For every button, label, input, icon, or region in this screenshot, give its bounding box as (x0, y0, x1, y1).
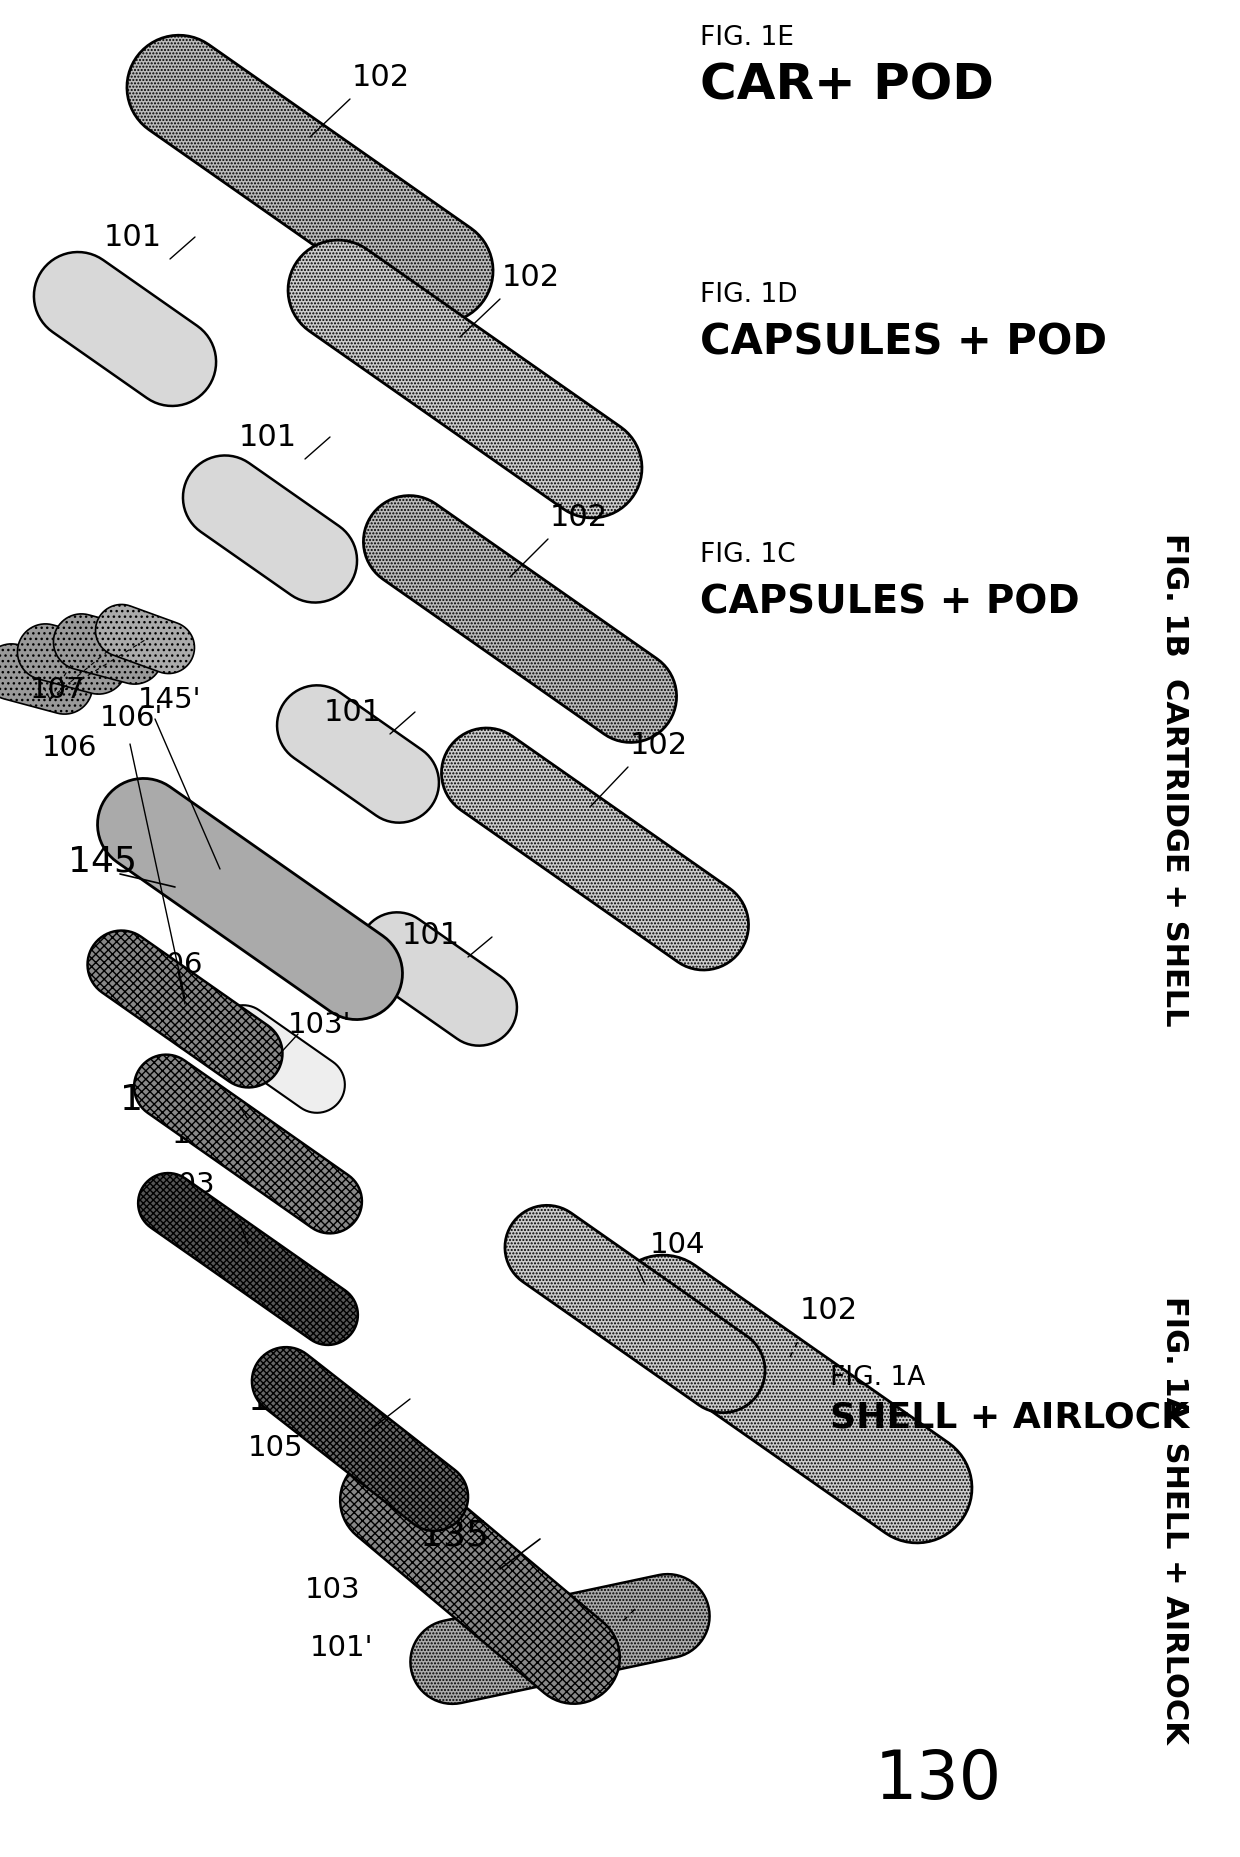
Polygon shape (138, 1174, 358, 1344)
Text: 101': 101' (310, 1632, 373, 1662)
Polygon shape (505, 1205, 765, 1413)
Text: 101: 101 (104, 223, 162, 253)
Polygon shape (340, 1454, 620, 1703)
Text: CAR+ POD: CAR+ POD (701, 61, 994, 110)
Text: FIG. 1A: FIG. 1A (830, 1365, 925, 1391)
Polygon shape (363, 496, 677, 743)
Text: 102: 102 (352, 63, 410, 93)
Text: 104: 104 (650, 1231, 706, 1259)
Text: 106': 106' (100, 704, 164, 732)
Text: 106: 106 (148, 951, 203, 979)
Polygon shape (252, 1348, 467, 1530)
Text: SHELL + AIRLOCK: SHELL + AIRLOCK (830, 1400, 1189, 1434)
Polygon shape (277, 685, 439, 823)
Text: 102: 102 (800, 1296, 858, 1324)
Text: 105: 105 (248, 1434, 304, 1461)
Text: 102: 102 (502, 264, 560, 292)
Text: FIG. 1A  SHELL + AIRLOCK: FIG. 1A SHELL + AIRLOCK (1161, 1296, 1189, 1744)
Text: 102: 102 (630, 730, 688, 760)
Text: 145: 145 (68, 845, 136, 878)
Text: 107: 107 (30, 676, 86, 704)
Polygon shape (88, 930, 283, 1088)
Polygon shape (33, 253, 216, 407)
Text: 140: 140 (120, 1083, 188, 1116)
Polygon shape (134, 1055, 362, 1233)
Text: FIG. 1D: FIG. 1D (701, 282, 797, 308)
Polygon shape (441, 728, 749, 971)
Polygon shape (98, 780, 403, 1019)
Text: CAPSULES + POD: CAPSULES + POD (701, 583, 1080, 620)
Text: CAPSULES + POD: CAPSULES + POD (701, 321, 1107, 362)
Text: FIG. 1C: FIG. 1C (701, 542, 796, 568)
Text: 105: 105 (172, 1120, 227, 1148)
Polygon shape (17, 624, 126, 695)
Text: 101: 101 (239, 423, 298, 451)
Polygon shape (53, 615, 162, 685)
Polygon shape (608, 1255, 972, 1543)
Text: 103: 103 (305, 1575, 361, 1603)
Text: 145': 145' (138, 685, 201, 713)
Polygon shape (410, 1575, 709, 1705)
Text: 102: 102 (551, 503, 608, 531)
Text: 101: 101 (324, 698, 382, 726)
Text: 130: 130 (875, 1746, 1002, 1812)
Polygon shape (95, 605, 195, 674)
Polygon shape (0, 644, 93, 715)
Text: 135: 135 (420, 1517, 489, 1551)
Text: 103: 103 (160, 1170, 216, 1198)
Text: 106: 106 (42, 734, 98, 761)
Text: 140: 140 (248, 1382, 317, 1417)
Polygon shape (288, 241, 642, 518)
Text: 103': 103' (288, 1010, 351, 1038)
Text: FIG. 1E: FIG. 1E (701, 24, 794, 50)
Polygon shape (216, 1006, 345, 1112)
Polygon shape (360, 914, 517, 1045)
Polygon shape (184, 457, 357, 604)
Text: FIG. 1B  CARTRIDGE + SHELL: FIG. 1B CARTRIDGE + SHELL (1161, 533, 1189, 1027)
Text: 101: 101 (402, 921, 460, 949)
Polygon shape (126, 37, 494, 323)
